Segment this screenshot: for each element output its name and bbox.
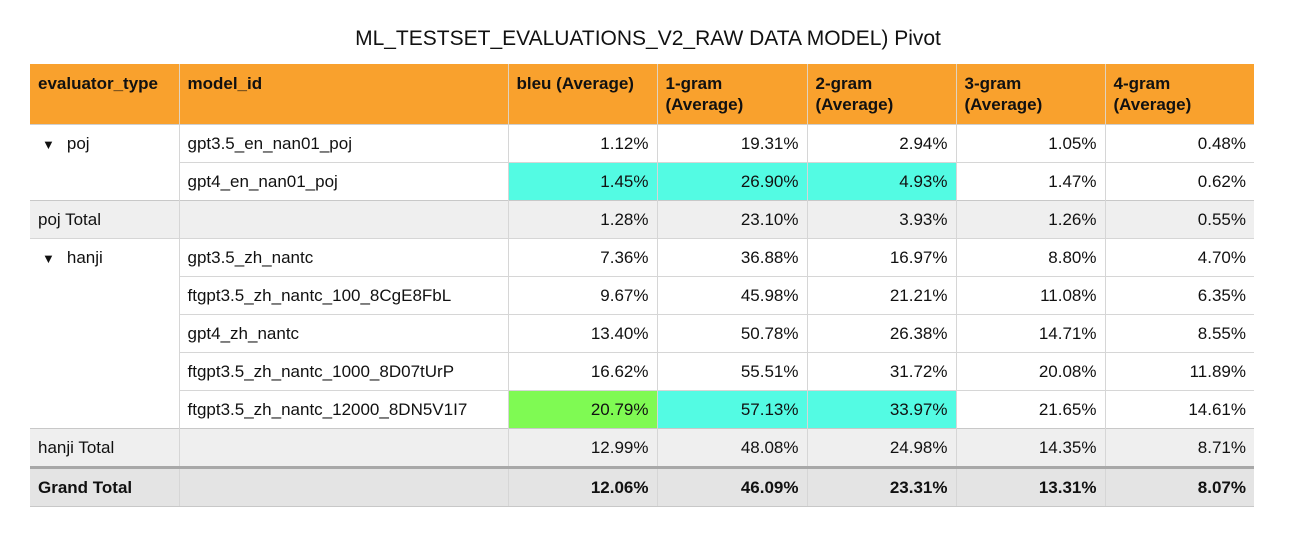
model-id-cell: gpt3.5_en_nan01_poj bbox=[178, 124, 508, 163]
1-gram-cell: 26.90% bbox=[656, 162, 807, 201]
2-gram-cell: 4.93% bbox=[806, 162, 956, 201]
bleu-cell: 7.36% bbox=[507, 238, 657, 277]
disclosure-triangle-icon[interactable]: ▼ bbox=[42, 137, 55, 152]
table-row: ftgpt3.5_zh_nantc_12000_8DN5V1I7 20.79% … bbox=[30, 390, 1254, 429]
group-cell-poj: ▼ poj bbox=[30, 124, 179, 201]
1-gram-cell: 55.51% bbox=[656, 352, 807, 391]
2-gram-cell: 31.72% bbox=[806, 352, 956, 391]
empty-cell bbox=[178, 428, 508, 468]
model-id-cell: ftgpt3.5_zh_nantc_12000_8DN5V1I7 bbox=[178, 390, 508, 429]
bleu-cell: 9.67% bbox=[507, 276, 657, 315]
bleu-grand-total-cell: 12.06% bbox=[507, 466, 657, 507]
bleu-cell: 13.40% bbox=[507, 314, 657, 353]
empty-cell bbox=[178, 466, 508, 507]
1-gram-cell: 57.13% bbox=[656, 390, 807, 429]
grand-total-label: Grand Total bbox=[30, 466, 179, 507]
2-gram-cell: 21.21% bbox=[806, 276, 956, 315]
bleu-cell: 1.12% bbox=[507, 124, 657, 163]
header-1-gram[interactable]: 1-gram (Average) bbox=[656, 64, 807, 125]
bleu-cell: 1.45% bbox=[507, 162, 657, 201]
group-total-row: poj Total 1.28% 23.10% 3.93% 1.26% 0.55% bbox=[30, 200, 1254, 239]
model-id-cell: gpt3.5_zh_nantc bbox=[178, 238, 508, 277]
3-gram-grand-total-cell: 13.31% bbox=[955, 466, 1105, 507]
1-gram-cell: 45.98% bbox=[656, 276, 807, 315]
2-gram-total-cell: 24.98% bbox=[806, 428, 956, 468]
2-gram-cell: 33.97% bbox=[806, 390, 956, 429]
2-gram-total-cell: 3.93% bbox=[806, 200, 956, 239]
bleu-cell: 16.62% bbox=[507, 352, 657, 391]
group-total-row: hanji Total 12.99% 48.08% 24.98% 14.35% … bbox=[30, 428, 1254, 468]
4-gram-grand-total-cell: 8.07% bbox=[1104, 466, 1254, 507]
header-model-id[interactable]: model_id bbox=[178, 64, 508, 125]
1-gram-cell: 50.78% bbox=[656, 314, 807, 353]
group-label: hanji bbox=[66, 248, 103, 267]
bleu-cell: 20.79% bbox=[507, 390, 657, 429]
4-gram-cell: 14.61% bbox=[1104, 390, 1254, 429]
4-gram-cell: 0.48% bbox=[1104, 124, 1254, 163]
table-row: ▼ poj gpt3.5_en_nan01_poj 1.12% 19.31% 2.… bbox=[30, 124, 1254, 201]
table-row: gpt4_en_nan01_poj 1.45% 26.90% 4.93% 1.4… bbox=[30, 162, 1254, 201]
1-gram-grand-total-cell: 46.09% bbox=[656, 466, 807, 507]
grand-total-row: Grand Total 12.06% 46.09% 23.31% 13.31% … bbox=[30, 466, 1254, 507]
header-row: evaluator_type model_id bleu (Average) 1… bbox=[30, 64, 1254, 125]
4-gram-cell: 4.70% bbox=[1104, 238, 1254, 277]
3-gram-cell: 20.08% bbox=[955, 352, 1105, 391]
1-gram-total-cell: 23.10% bbox=[656, 200, 807, 239]
header-bleu[interactable]: bleu (Average) bbox=[507, 64, 657, 125]
4-gram-total-cell: 8.71% bbox=[1104, 428, 1254, 468]
table-row: ftgpt3.5_zh_nantc_1000_8D07tUrP 16.62% 5… bbox=[30, 352, 1254, 391]
3-gram-total-cell: 14.35% bbox=[955, 428, 1105, 468]
2-gram-grand-total-cell: 23.31% bbox=[806, 466, 956, 507]
1-gram-total-cell: 48.08% bbox=[656, 428, 807, 468]
1-gram-cell: 36.88% bbox=[656, 238, 807, 277]
3-gram-cell: 1.47% bbox=[955, 162, 1105, 201]
table-row: ftgpt3.5_zh_nantc_100_8CgE8FbL 9.67% 45.… bbox=[30, 276, 1254, 315]
header-2-gram[interactable]: 2-gram (Average) bbox=[806, 64, 956, 125]
table-row: ▼ hanji gpt3.5_zh_nantc 7.36% 36.88% 16.9… bbox=[30, 238, 1254, 429]
4-gram-cell: 6.35% bbox=[1104, 276, 1254, 315]
model-id-cell: ftgpt3.5_zh_nantc_1000_8D07tUrP bbox=[178, 352, 508, 391]
model-id-cell: gpt4_zh_nantc bbox=[178, 314, 508, 353]
bleu-total-cell: 12.99% bbox=[507, 428, 657, 468]
group-total-label: hanji Total bbox=[30, 428, 179, 468]
4-gram-cell: 11.89% bbox=[1104, 352, 1254, 391]
3-gram-cell: 21.65% bbox=[955, 390, 1105, 429]
header-3-gram[interactable]: 3-gram (Average) bbox=[955, 64, 1105, 125]
3-gram-cell: 8.80% bbox=[955, 238, 1105, 277]
bleu-total-cell: 1.28% bbox=[507, 200, 657, 239]
table-row: gpt4_zh_nantc 13.40% 50.78% 26.38% 14.71… bbox=[30, 314, 1254, 353]
disclosure-triangle-icon[interactable]: ▼ bbox=[42, 251, 55, 266]
4-gram-total-cell: 0.55% bbox=[1104, 200, 1254, 239]
3-gram-total-cell: 1.26% bbox=[955, 200, 1105, 239]
4-gram-cell: 8.55% bbox=[1104, 314, 1254, 353]
group-total-label: poj Total bbox=[30, 200, 179, 239]
2-gram-cell: 2.94% bbox=[806, 124, 956, 163]
3-gram-cell: 1.05% bbox=[955, 124, 1105, 163]
2-gram-cell: 26.38% bbox=[806, 314, 956, 353]
group-cell-hanji: ▼ hanji bbox=[30, 238, 179, 429]
header-4-gram[interactable]: 4-gram (Average) bbox=[1104, 64, 1254, 125]
3-gram-cell: 11.08% bbox=[955, 276, 1105, 315]
1-gram-cell: 19.31% bbox=[656, 124, 807, 163]
pivot-title: ML_TESTSET_EVALUATIONS_V2_RAW DATA MODEL… bbox=[355, 27, 941, 50]
model-id-cell: ftgpt3.5_zh_nantc_100_8CgE8FbL bbox=[178, 276, 508, 315]
group-label: poj bbox=[66, 134, 90, 153]
pivot-table: evaluator_type model_id bleu (Average) 1… bbox=[30, 64, 1254, 507]
3-gram-cell: 14.71% bbox=[955, 314, 1105, 353]
model-id-cell: gpt4_en_nan01_poj bbox=[178, 162, 508, 201]
2-gram-cell: 16.97% bbox=[806, 238, 956, 277]
4-gram-cell: 0.62% bbox=[1104, 162, 1254, 201]
header-evaluator-type[interactable]: evaluator_type bbox=[30, 64, 179, 125]
empty-cell bbox=[178, 200, 508, 239]
